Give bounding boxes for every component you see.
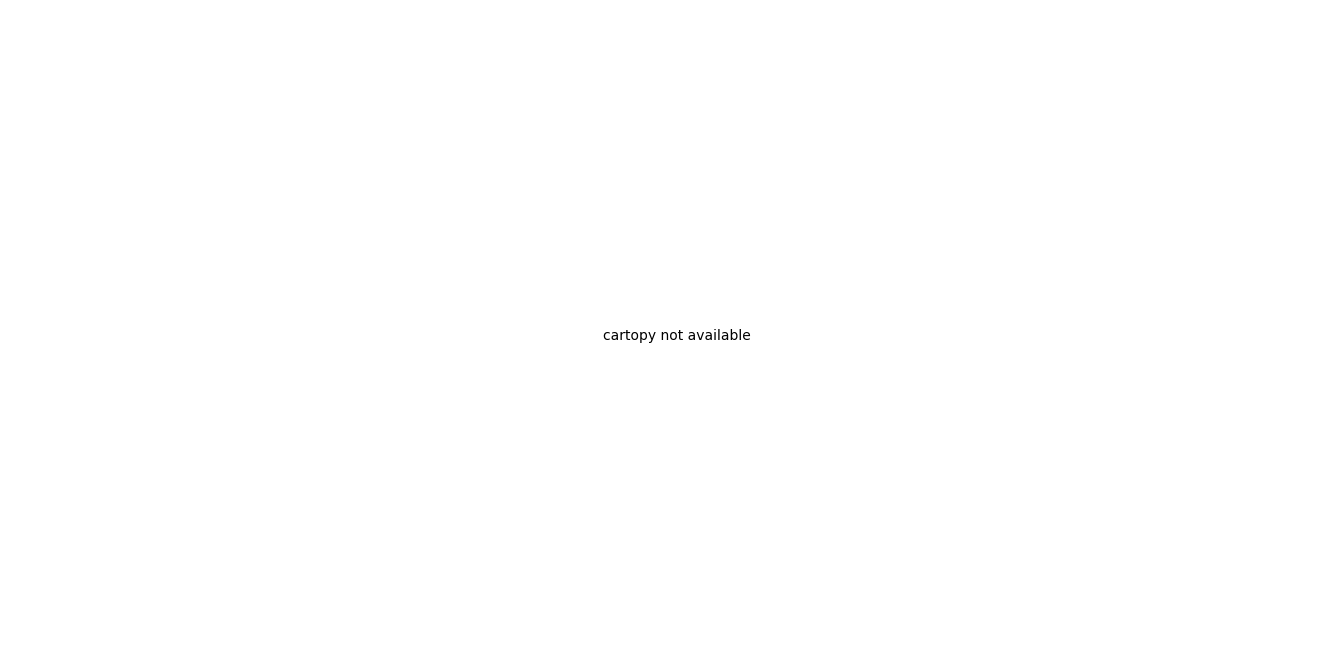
Text: cartopy not available: cartopy not available [603, 329, 750, 343]
